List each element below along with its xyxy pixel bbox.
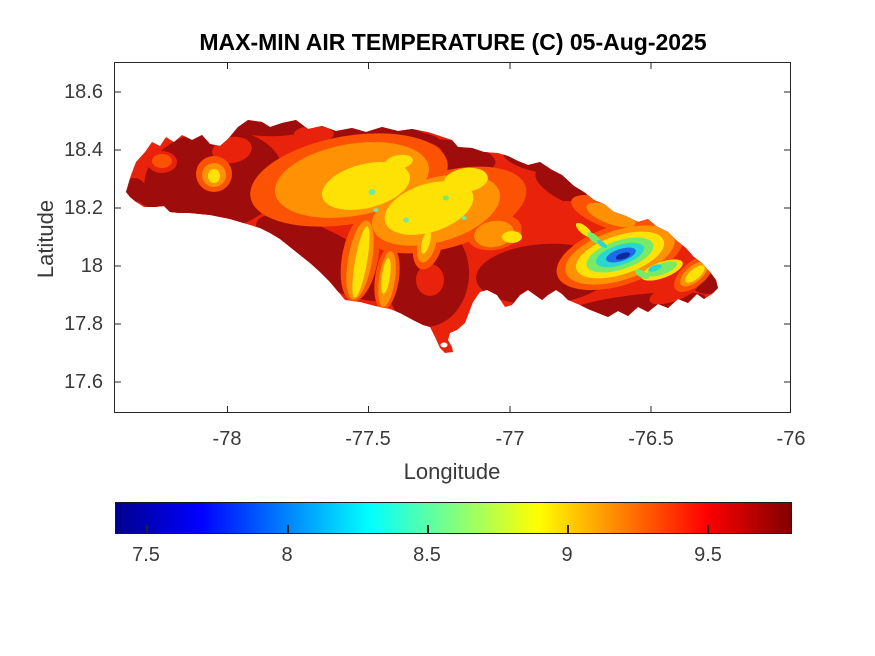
colorbar-tick: [567, 525, 569, 533]
jamaica-map: [114, 62, 791, 413]
y-axis-label: Latitude: [33, 199, 58, 279]
plot-area: [114, 62, 791, 413]
colorbar-tick: [146, 525, 148, 533]
colorbar-tick-label: 7.5: [132, 544, 160, 566]
colorbar-tick-label: 8.5: [413, 544, 441, 566]
x-tick-label: -76: [776, 428, 806, 450]
x-tick-label: -78: [212, 428, 242, 450]
y-tick-label: 18.2: [64, 197, 103, 219]
colorbar-tick: [707, 525, 709, 533]
y-tick-label: 18.6: [64, 81, 103, 103]
colorbar-tick-label: 9: [561, 544, 573, 566]
colorbar-tick: [427, 525, 429, 533]
colorbar: [115, 502, 792, 534]
x-tick-label: -77: [495, 428, 525, 450]
x-tick-label: -77.5: [345, 428, 391, 450]
colorbar-tick: [287, 525, 289, 533]
colorbar-tick-label: 9.5: [694, 544, 722, 566]
coast-inlet: [440, 342, 448, 348]
y-tick-label: 17.6: [64, 371, 103, 393]
y-tick-label: 18: [80, 255, 103, 277]
axis-ticks: [114, 62, 791, 413]
contour-cool-core-layer: [596, 239, 662, 272]
y-tick-label: 18.4: [64, 139, 103, 161]
x-tick-label: -76.5: [628, 428, 674, 450]
axis-frame: [114, 62, 791, 413]
colorbar-tick-label: 8: [281, 544, 293, 566]
plot-title: MAX-MIN AIR TEMPERATURE (C) 05-Aug-2025: [199, 29, 707, 55]
x-axis-label: Longitude: [403, 459, 501, 484]
y-tick-label: 17.8: [64, 313, 103, 335]
